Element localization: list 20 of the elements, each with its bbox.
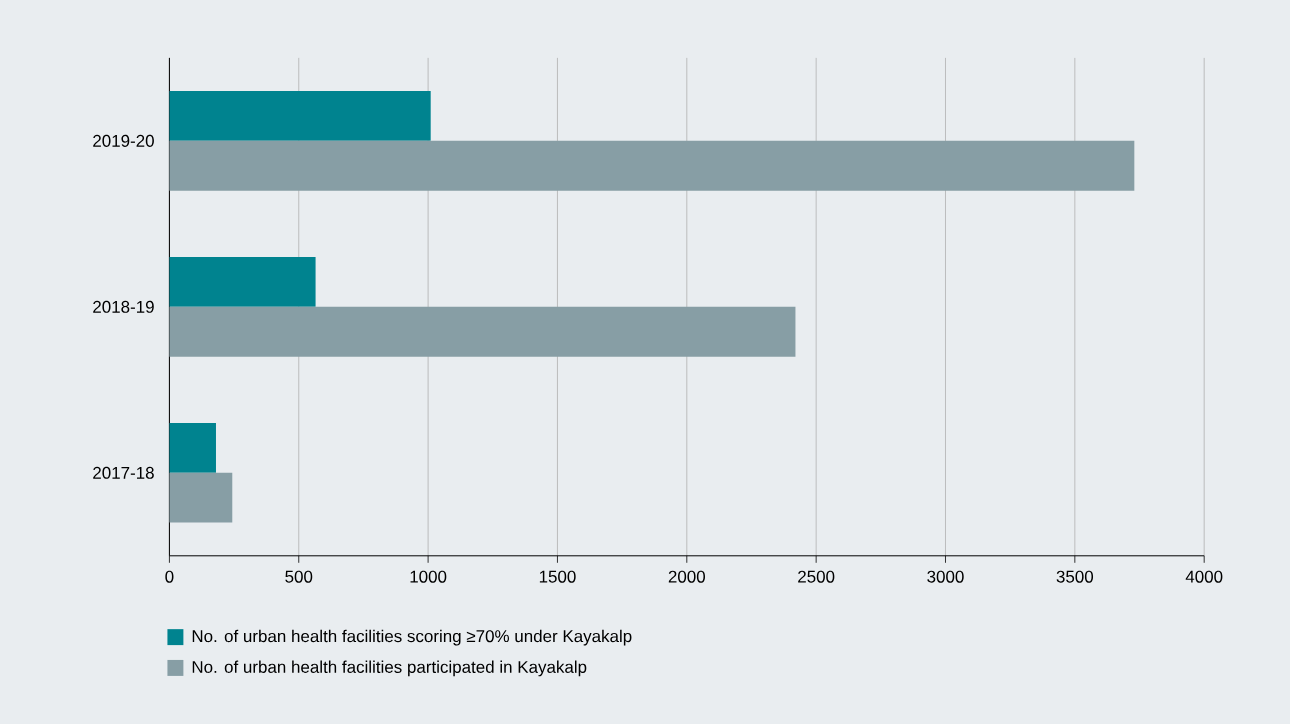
y-tick-label: 2019-20 [93, 134, 154, 147]
x-tick-label: 3000 [927, 570, 964, 583]
x-tick-label: 0 [165, 570, 174, 583]
bar [169, 90, 431, 141]
y-tick-label: 2018-19 [93, 300, 154, 313]
y-tick-label: 2017-18 [93, 466, 154, 479]
bar [169, 422, 216, 473]
x-tick-label: 2500 [798, 570, 835, 583]
x-tick-label: 1000 [410, 570, 447, 583]
bar [169, 472, 233, 523]
x-tick-label: 3500 [1056, 570, 1094, 583]
bar [169, 140, 1135, 191]
x-tick-label: 4000 [1185, 570, 1223, 583]
x-tick-label: 500 [285, 570, 313, 583]
x-tick-label: 1500 [539, 570, 576, 583]
legend-label: No. of urban health facilities participated in Kayakalp [192, 660, 587, 677]
bar [169, 306, 796, 357]
legend-label: No. of urban health facilities scoring ≥70% under Kayakalp [192, 629, 632, 646]
x-tick-label: 2000 [668, 570, 705, 583]
bar [169, 256, 316, 307]
